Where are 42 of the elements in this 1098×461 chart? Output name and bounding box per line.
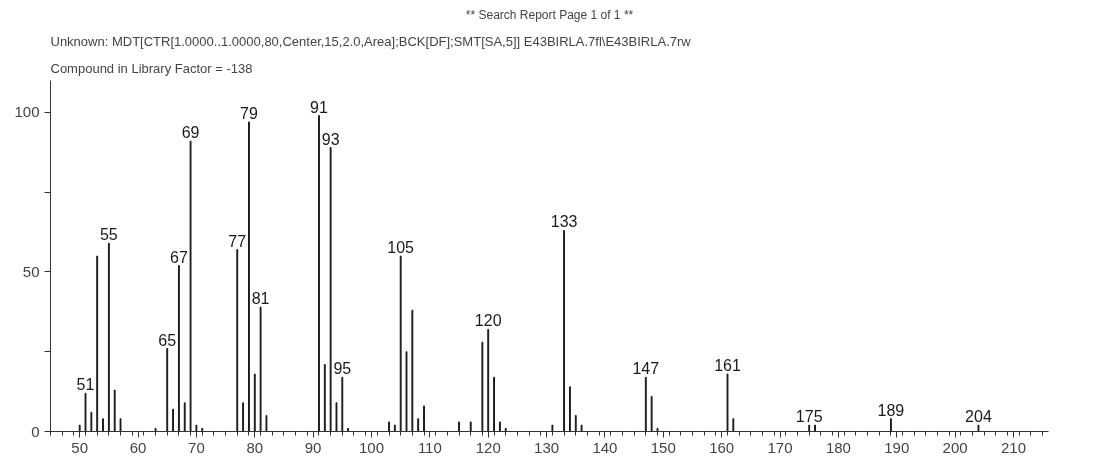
y-tick-label: 0 [31,422,40,440]
x-tick-label: 70 [188,438,205,456]
annotation: 81 [251,290,270,308]
annotation: 120 [474,312,502,330]
x-tick-label: 60 [129,438,147,456]
x-tick-label: 210 [1000,438,1026,456]
x-tick-label: 120 [475,438,501,456]
x-tick-label: 160 [709,438,735,456]
annotation: 133 [550,213,578,231]
x-tick-label: 170 [767,438,793,456]
annotation: 161 [714,357,741,375]
x-tick-label: 110 [417,438,442,456]
chart-subtitle: Unknown: MDT[CTR[1.0000..1.0000,80,Center,15,2.0,Area];BCK[DF];SMT[SA,5]] E43BIRLA.7fl\E43BIRLA.7rw [50,33,692,49]
y-tick-label: 100 [14,103,40,121]
x-tick-label: 80 [246,438,264,456]
annotation: 147 [632,360,660,378]
annotation: 189 [877,401,905,419]
annotation: 65 [158,331,177,349]
annotation: 51 [76,376,95,394]
x-tick-label: 190 [884,438,910,456]
annotation: 175 [795,408,823,426]
annotation: 91 [310,98,328,116]
x-tick-label: 100 [358,438,385,456]
annotation: 69 [181,124,200,142]
x-tick-label: 50 [71,438,89,456]
annotation: 55 [99,226,118,244]
x-tick-label: 90 [304,438,322,456]
x-tick-label: 130 [534,438,560,456]
chart-title: ** Search Report Page 1 of 1 ** [465,7,634,22]
annotation: 204 [965,408,992,426]
annotation: 79 [240,104,258,122]
annotation: 67 [170,248,188,266]
annotation: 93 [321,130,340,148]
x-tick-label: 200 [942,438,968,456]
annotation: 105 [387,239,415,256]
x-tick-label: 150 [650,438,676,456]
y-tick-label: 50 [22,262,40,280]
text: Compound in Library Factor = -138 [50,60,253,76]
annotation: 95 [333,360,352,378]
annotation: 77 [228,232,247,250]
x-tick-label: 180 [825,438,851,456]
x-tick-label: 140 [592,438,618,456]
